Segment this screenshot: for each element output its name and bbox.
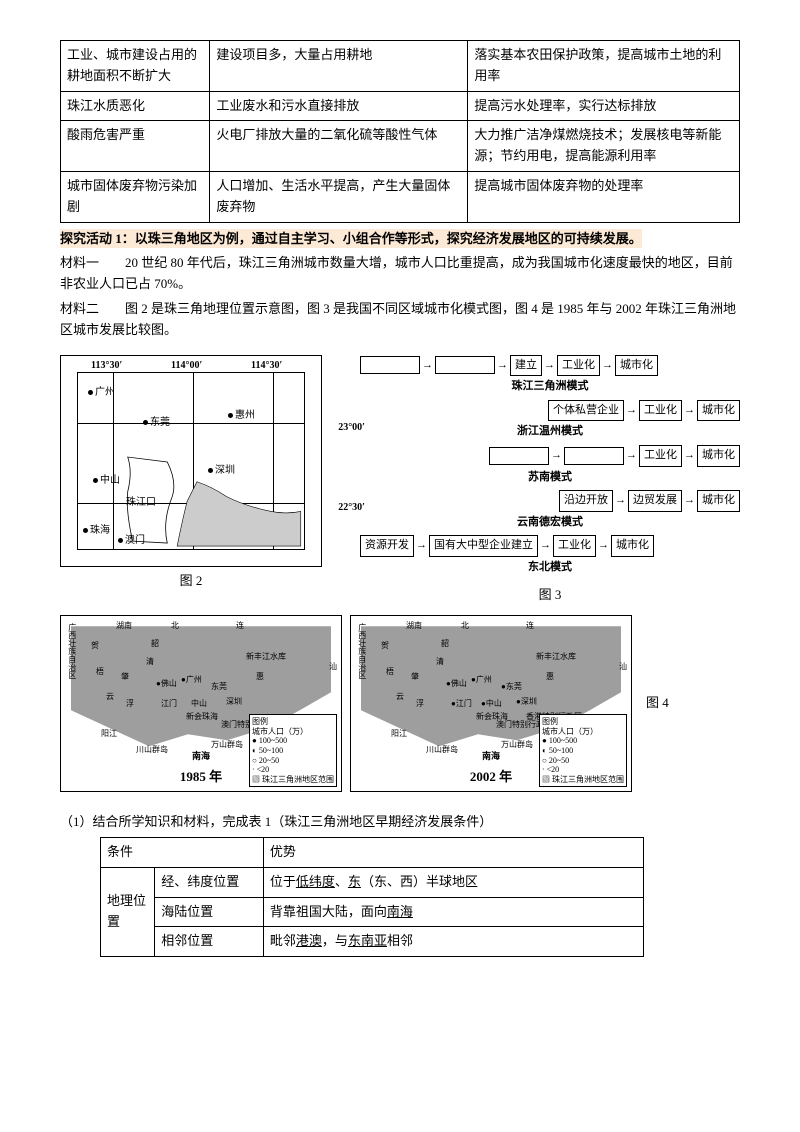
- th: 优势: [263, 838, 643, 868]
- cell: 毗邻港澳，与东南亚相邻: [263, 927, 643, 957]
- location-map: 113°30′ 114°00′ 114°30′ 广州 东莞 惠州 中山 深圳 珠…: [60, 355, 322, 567]
- conditions-table: 条件 优势 地理位置 经、纬度位置 位于低纬度、东（东、西）半球地区 海陆位置 …: [100, 837, 644, 957]
- fig2-caption: 图 2: [180, 571, 203, 592]
- fig4-caption: 图 4: [646, 693, 669, 714]
- cell: 珠江水质恶化: [61, 91, 210, 121]
- cell: 背靠祖国大陆，面向南海: [263, 897, 643, 927]
- env-issues-table: 工业、城市建设占用的耕地面积不断扩大 建设项目多，大量占用耕地 落实基本农田保护…: [60, 40, 740, 223]
- cell: 提高污水处理率，实行达标排放: [468, 91, 740, 121]
- cell: 工业废水和污水直接排放: [210, 91, 468, 121]
- cell: 大力推广洁净煤燃烧技术；发展核电等新能源；节约用电，提高能源利用率: [468, 121, 740, 172]
- th: 条件: [101, 838, 264, 868]
- activity-title: 探究活动 1：以珠三角地区为例，通过自主学习、小组合作等形式，探究经济发展地区的…: [60, 229, 740, 250]
- cell: 海陆位置: [155, 897, 264, 927]
- figure-row-1: 113°30′ 114°00′ 114°30′ 广州 东莞 惠州 中山 深圳 珠…: [60, 355, 740, 606]
- cell: 经、纬度位置: [155, 867, 264, 897]
- cell: 位于低纬度、东（东、西）半球地区: [263, 867, 643, 897]
- twin-maps: 广西壮族自治区 湖南 北 连 贺 韶 清 新丰江水库 梧 肇 ●佛山 ●广州 东…: [60, 615, 740, 792]
- material-1: 材料一 20 世纪 80 年代后，珠江三角洲城市数量大增，城市人口比重提高，成为…: [60, 253, 740, 295]
- cell: 工业、城市建设占用的耕地面积不断扩大: [61, 41, 210, 92]
- map-1985: 广西壮族自治区 湖南 北 连 贺 韶 清 新丰江水库 梧 肇 ●佛山 ●广州 东…: [60, 615, 342, 792]
- cell: 建设项目多，大量占用耕地: [210, 41, 468, 92]
- material-2: 材料二 图 2 是珠三角地理位置示意图，图 3 是我国不同区域城市化模式图，图 …: [60, 299, 740, 341]
- cell: 城市固体废弃物污染加剧: [61, 171, 210, 222]
- fig3-caption: 图 3: [539, 585, 562, 606]
- flowchart-models: →→建立→工业化→城市化 珠江三角洲模式 个体私营企业→工业化→城市化 浙江温州…: [360, 355, 740, 581]
- question-1: （1）结合所学知识和材料，完成表 1（珠江三角洲地区早期经济发展条件）: [60, 812, 740, 833]
- map-2002: 广西壮族自治区 湖南 北 连 贺 韶 清 新丰江水库 梧 肇 ●佛山 ●广州 ●…: [350, 615, 632, 792]
- cell: 落实基本农田保护政策，提高城市土地的利用率: [468, 41, 740, 92]
- cell: 地理位置: [101, 867, 155, 956]
- cell: 酸雨危害严重: [61, 121, 210, 172]
- cell: 火电厂排放大量的二氧化硫等酸性气体: [210, 121, 468, 172]
- cell: 人口增加、生活水平提高，产生大量固体废弃物: [210, 171, 468, 222]
- cell: 提高城市固体废弃物的处理率: [468, 171, 740, 222]
- cell: 相邻位置: [155, 927, 264, 957]
